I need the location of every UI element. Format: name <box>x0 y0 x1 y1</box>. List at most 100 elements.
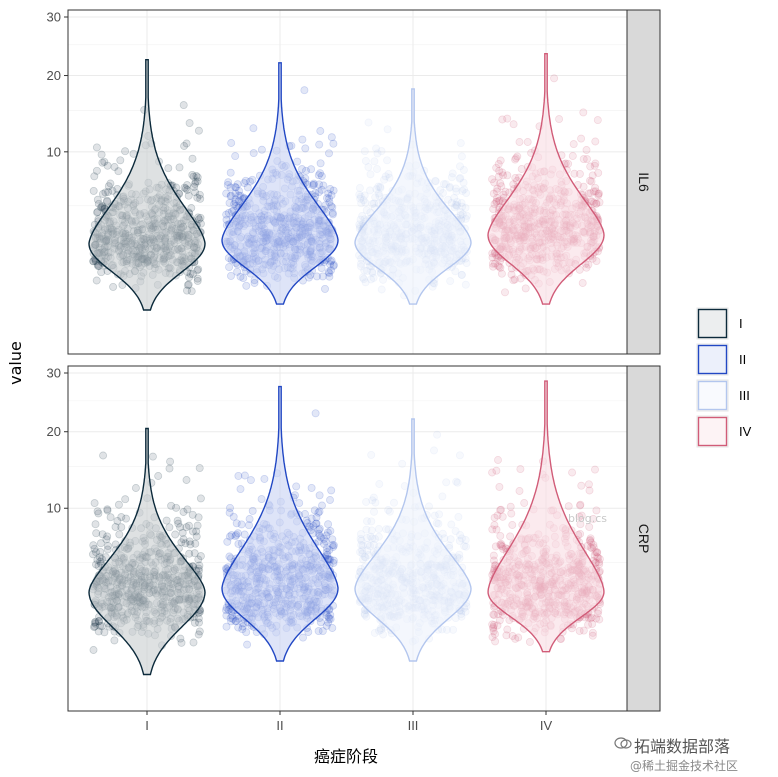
y-tick-label: 30 <box>47 10 61 25</box>
data-point <box>366 186 374 195</box>
data-point <box>292 482 301 491</box>
data-point <box>377 625 386 634</box>
data-point <box>488 633 497 642</box>
data-point <box>182 476 191 484</box>
legend-key <box>697 308 728 339</box>
data-point <box>515 487 524 495</box>
data-point <box>457 152 466 161</box>
data-point <box>434 519 443 528</box>
data-point <box>591 183 600 192</box>
data-point <box>92 166 101 175</box>
y-tick-label: 10 <box>47 144 61 159</box>
data-point <box>184 280 193 289</box>
data-point <box>376 184 385 192</box>
data-point <box>569 140 578 149</box>
data-point <box>457 271 466 279</box>
data-point <box>188 170 197 179</box>
data-point <box>90 622 99 631</box>
data-point <box>103 196 112 205</box>
data-point <box>115 530 124 539</box>
data-point <box>194 126 203 135</box>
x-tick-label: I <box>145 718 149 733</box>
data-point <box>317 264 326 273</box>
data-point <box>568 152 577 160</box>
data-point <box>433 430 442 439</box>
data-point <box>381 172 390 181</box>
legend-item-iii: III <box>696 379 750 412</box>
data-point <box>357 541 366 549</box>
data-point <box>226 183 235 192</box>
data-point <box>428 282 437 291</box>
data-point <box>183 186 192 194</box>
data-point <box>185 119 194 128</box>
data-point <box>457 270 466 279</box>
data-point <box>450 203 459 212</box>
data-point <box>177 638 186 647</box>
data-point <box>92 548 100 557</box>
data-point <box>97 203 105 212</box>
data-point <box>226 168 235 177</box>
data-point <box>111 523 120 531</box>
data-point <box>579 182 588 191</box>
data-point <box>98 530 107 539</box>
data-point <box>367 450 376 459</box>
data-point <box>148 452 157 461</box>
data-point <box>440 180 448 189</box>
data-point <box>497 182 506 191</box>
data-point <box>193 276 202 285</box>
data-point <box>108 186 117 195</box>
data-point <box>324 189 333 198</box>
legend-label: I <box>739 316 743 331</box>
data-point <box>318 501 326 510</box>
data-point <box>327 266 335 275</box>
data-point <box>579 155 588 164</box>
data-point <box>358 273 367 282</box>
legend-item-iv: IV <box>696 415 752 448</box>
data-point <box>154 472 163 480</box>
data-point <box>511 155 520 164</box>
data-point <box>321 284 329 293</box>
data-point <box>321 201 330 210</box>
data-point <box>514 633 523 642</box>
data-point <box>459 178 468 187</box>
data-point <box>257 145 266 154</box>
data-point <box>454 512 463 521</box>
violin-group-ii <box>221 62 339 305</box>
data-point <box>226 503 234 512</box>
data-point <box>94 261 103 270</box>
data-point <box>298 165 306 174</box>
data-point <box>184 191 193 200</box>
data-point <box>376 182 385 191</box>
data-point <box>360 147 369 156</box>
data-point <box>194 213 203 222</box>
data-point <box>315 531 324 540</box>
data-point <box>183 286 191 295</box>
data-point <box>175 163 184 172</box>
violin-ii-il6 <box>221 62 339 305</box>
data-point <box>385 173 394 182</box>
data-point <box>239 274 248 283</box>
data-point <box>363 534 372 542</box>
data-point <box>489 205 498 214</box>
data-point <box>110 636 119 645</box>
data-point <box>226 192 235 201</box>
data-point <box>315 188 323 197</box>
data-point <box>364 118 373 127</box>
data-point <box>326 257 335 266</box>
data-point <box>240 471 249 480</box>
data-point <box>164 164 173 173</box>
data-point <box>315 140 324 149</box>
data-point <box>510 275 519 284</box>
data-point <box>183 505 192 514</box>
data-point <box>98 555 106 564</box>
data-point <box>195 190 204 199</box>
data-point <box>248 175 257 184</box>
data-point <box>328 203 337 212</box>
data-point <box>232 617 241 626</box>
data-point <box>373 165 381 173</box>
data-point <box>241 176 250 185</box>
data-point <box>379 275 387 284</box>
data-point <box>235 187 244 195</box>
data-point <box>191 188 200 197</box>
data-point <box>325 269 334 278</box>
